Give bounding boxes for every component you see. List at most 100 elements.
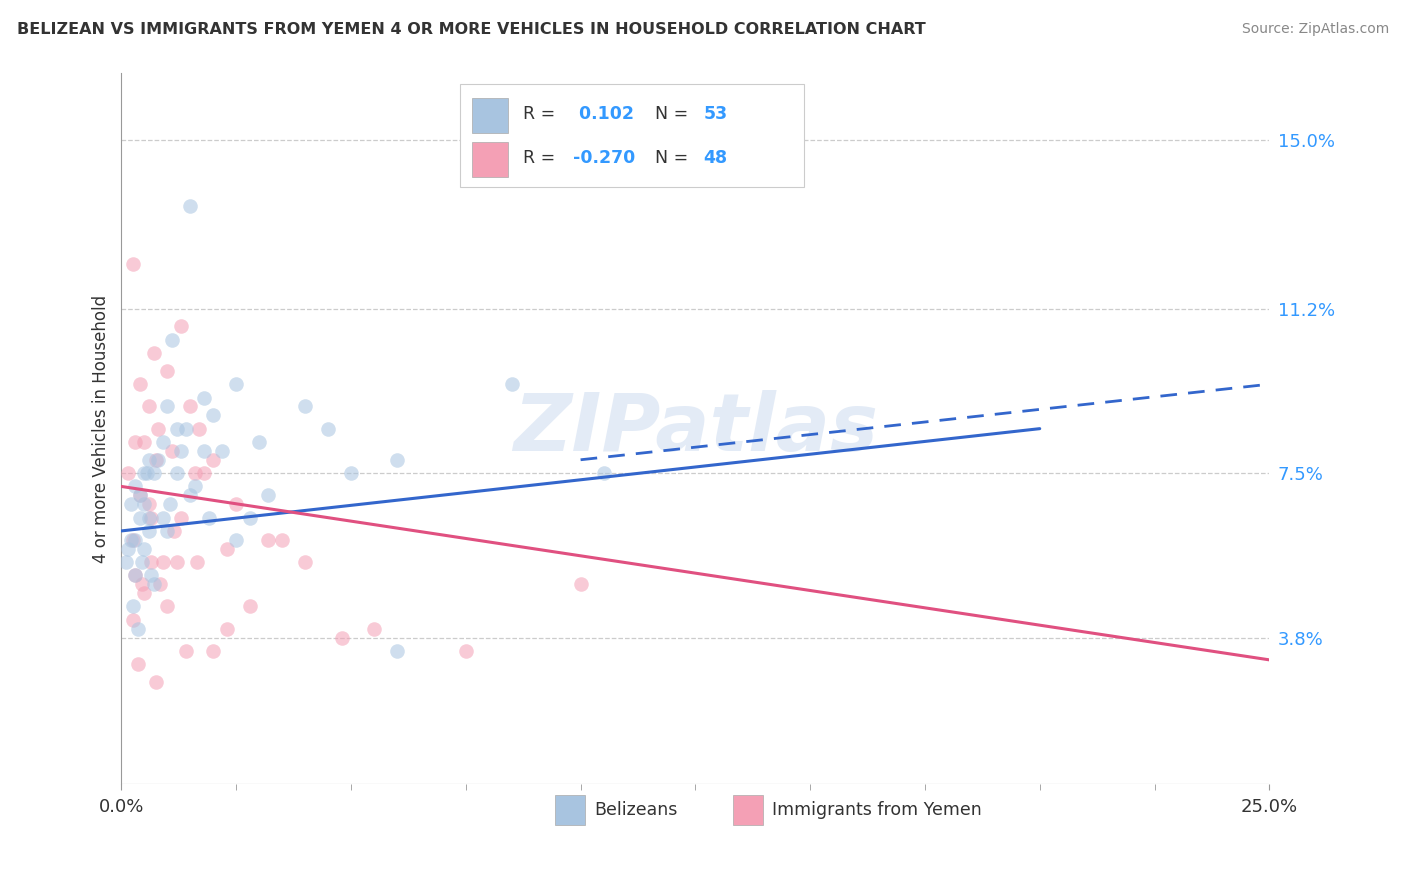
Point [257, 533, 280, 547]
Point [124, 479, 146, 493]
Point [124, 568, 146, 582]
Point [156, 364, 179, 378]
Text: N =: N = [655, 104, 695, 122]
Point [160, 443, 183, 458]
Point [184, 466, 207, 480]
Point [128, 488, 150, 502]
Point [501, 377, 523, 392]
Point [225, 497, 247, 511]
Point [170, 319, 193, 334]
Point [170, 510, 193, 524]
Point [202, 644, 225, 658]
Point [247, 435, 270, 450]
Point [122, 599, 145, 614]
Point [193, 443, 215, 458]
Point [174, 644, 197, 658]
Text: Belizeans: Belizeans [595, 801, 678, 819]
Point [225, 377, 247, 392]
Text: 48: 48 [703, 149, 727, 168]
Text: R =: R = [523, 104, 561, 122]
Point [124, 435, 146, 450]
Point [122, 613, 145, 627]
Point [122, 257, 145, 271]
Point [179, 400, 201, 414]
Point [124, 533, 146, 547]
Point [127, 657, 149, 672]
Point [135, 466, 157, 480]
Point [184, 479, 207, 493]
Point [163, 524, 186, 538]
Point [156, 599, 179, 614]
Point [202, 452, 225, 467]
Y-axis label: 4 or more Vehicles in Household: 4 or more Vehicles in Household [93, 294, 110, 563]
Point [146, 422, 169, 436]
Point [294, 555, 316, 569]
Point [124, 568, 146, 582]
Point [138, 452, 160, 467]
Point [152, 555, 174, 569]
Point [134, 466, 156, 480]
Point [385, 644, 408, 658]
FancyBboxPatch shape [471, 97, 509, 133]
Point [166, 422, 188, 436]
Point [215, 622, 238, 636]
Point [138, 524, 160, 538]
Point [193, 466, 215, 480]
Point [128, 510, 150, 524]
Point [166, 466, 188, 480]
FancyBboxPatch shape [460, 84, 804, 186]
Point [225, 533, 247, 547]
Point [134, 586, 156, 600]
Point [152, 510, 174, 524]
Point [141, 510, 163, 524]
Point [117, 466, 139, 480]
Point [257, 488, 280, 502]
Point [215, 541, 238, 556]
Point [142, 466, 165, 480]
Text: Source: ZipAtlas.com: Source: ZipAtlas.com [1241, 22, 1389, 37]
Point [146, 452, 169, 467]
Point [188, 422, 211, 436]
Point [569, 577, 592, 591]
Point [160, 333, 183, 347]
Point [454, 644, 477, 658]
Point [271, 533, 294, 547]
Text: -0.270: -0.270 [572, 149, 634, 168]
Point [149, 577, 172, 591]
Point [138, 497, 160, 511]
Point [592, 466, 614, 480]
Point [117, 541, 139, 556]
Point [145, 675, 167, 690]
Point [197, 510, 219, 524]
Point [294, 400, 316, 414]
Point [127, 622, 149, 636]
Point [202, 409, 225, 423]
Text: Immigrants from Yemen: Immigrants from Yemen [772, 801, 981, 819]
Point [340, 466, 363, 480]
Point [156, 400, 179, 414]
Text: 53: 53 [703, 104, 727, 122]
Point [239, 599, 262, 614]
Point [166, 555, 188, 569]
Point [134, 497, 156, 511]
Point [142, 577, 165, 591]
Text: N =: N = [655, 149, 695, 168]
Point [141, 555, 163, 569]
Point [141, 568, 163, 582]
Point [131, 555, 153, 569]
Point [179, 199, 201, 213]
Point [152, 435, 174, 450]
Point [145, 452, 167, 467]
Point [330, 631, 353, 645]
Point [122, 533, 145, 547]
Text: BELIZEAN VS IMMIGRANTS FROM YEMEN 4 OR MORE VEHICLES IN HOUSEHOLD CORRELATION CH: BELIZEAN VS IMMIGRANTS FROM YEMEN 4 OR M… [17, 22, 925, 37]
Point [174, 422, 197, 436]
Point [128, 488, 150, 502]
Text: ZIPatlas: ZIPatlas [513, 390, 877, 467]
Point [128, 377, 150, 392]
Point [363, 622, 385, 636]
Point [193, 391, 215, 405]
Point [142, 346, 165, 360]
Point [156, 524, 179, 538]
Point [186, 555, 208, 569]
